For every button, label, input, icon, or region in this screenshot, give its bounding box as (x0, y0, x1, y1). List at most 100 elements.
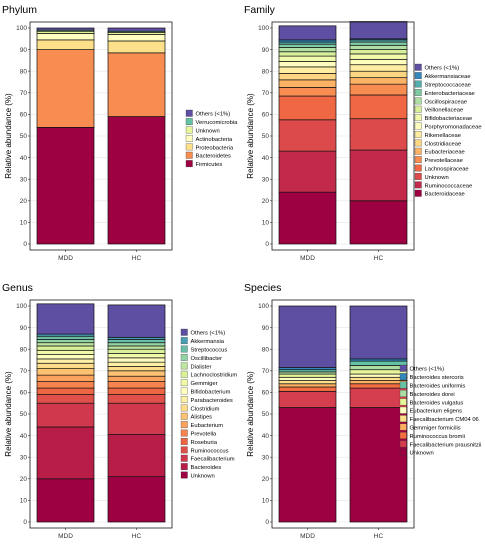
family-segment-rikenellaceae (349, 64, 408, 72)
genus-segment-unknown (36, 478, 95, 523)
family-y-tick-label: 50 (262, 133, 270, 140)
family-legend-label: Bifidobacteriaceae (425, 116, 473, 122)
family-legend-label: Streptococcaceae (425, 83, 471, 89)
phylum-y-axis-label: Relative abundance (%) (4, 93, 13, 179)
family-segment-clostridiaceae (349, 70, 408, 79)
species-legend-swatch (399, 406, 407, 414)
phylum-bar-hc (107, 27, 166, 245)
family-bar-mdd (278, 25, 337, 245)
genus-y-tick-label: 90 (20, 325, 28, 332)
phylum-legend-swatch (185, 118, 193, 126)
species-legend-label: Unknown (410, 451, 434, 457)
species-segment-faecalibacterium-prausnitzii (349, 387, 408, 408)
genus-x-tick-label: HC (132, 533, 142, 540)
phylum-segment-bacteroidetes (36, 49, 95, 128)
species-panel: Species 0 10 20 30 40 50 60 70 80 90 100 MDD HC Relati… (244, 282, 481, 540)
family-segment-porphyromonadaceae (278, 61, 337, 68)
genus-legend-label: Others (<1%) (191, 331, 226, 337)
species-legend-swatch (399, 440, 407, 448)
phylum-legend-label: Proteobacteria (196, 145, 234, 151)
genus-segment-others-1 (36, 303, 95, 335)
species-legend-swatch (399, 398, 407, 406)
genus-legend-swatch (180, 438, 188, 445)
family-segment-ruminococcaceae (349, 149, 408, 202)
species-legend-swatch (399, 415, 407, 423)
family-legend-label: Bacteroidaceae (425, 192, 465, 198)
species-y-tick-label: 40 (262, 433, 270, 440)
genus-legend-swatch (180, 379, 188, 387)
genus-legend-label: Prevotella (191, 432, 218, 438)
phylum-legend-label: Firmicutes (196, 162, 223, 168)
family-segment-lachnospiraceae (349, 94, 408, 120)
genus-legend-swatch (180, 396, 188, 403)
genus-segment-gemmiger (107, 353, 166, 359)
family-legend-label: Unknown (425, 175, 449, 181)
family-segment-enterobacteriaceae (349, 41, 408, 46)
genus-legend-swatch (180, 370, 188, 378)
species-legend-label: Eubacterium eligens (410, 409, 463, 415)
family-legend-label: Others (<1%) (425, 66, 460, 72)
phylum-y-tick-label: 100 (16, 25, 27, 32)
family-legend-swatch (414, 139, 422, 147)
family-legend-swatch (414, 97, 422, 105)
family-x-tick-label: HC (374, 255, 384, 262)
genus-y-tick-label: 100 (16, 303, 27, 310)
species-legend-swatch (399, 381, 407, 389)
genus-bar-hc (107, 304, 166, 523)
phylum-legend-label: Verrucomicrobia (196, 120, 239, 126)
phylum-bar-mdd (36, 27, 95, 245)
family-plot-border (271, 21, 415, 251)
family-legend-label: Oscillospiraceae (425, 99, 468, 105)
phylum-x-tick-label: HC (132, 255, 142, 262)
phylum-segment-actinobacteria (36, 33, 95, 41)
species-segment-others-1 (349, 305, 408, 360)
genus-panel: Genus 0 10 20 30 40 50 60 70 80 90 100 MDD HC Relative… (2, 282, 237, 540)
genus-segment-others-1 (107, 304, 166, 338)
family-legend-swatch (414, 181, 422, 189)
genus-segment-bifidobacterium (36, 354, 95, 360)
family-y-tick-label: 100 (258, 25, 269, 32)
genus-segment-unknown (107, 476, 166, 523)
species-segment-gemmiger-formicilis (278, 383, 337, 388)
species-legend-swatch (399, 390, 407, 397)
species-segment-unknown (349, 407, 408, 523)
genus-y-tick-label: 20 (20, 476, 28, 483)
species-segment-bacteroides-vulgatus (349, 369, 408, 375)
genus-legend-label: Parabacteroides (191, 398, 233, 404)
genus-segment-faecalibacterium (107, 402, 166, 435)
genus-segment-streptococcus (107, 339, 166, 344)
family-panel: Family 0 10 20 30 40 50 60 70 80 90 100 MDD HC Relativ… (244, 4, 482, 262)
genus-y-tick-label: 50 (20, 411, 28, 418)
family-segment-oscillospiraceae (349, 44, 408, 50)
genus-segment-parabacteroides (107, 361, 166, 367)
genus-legend-swatch (180, 404, 188, 412)
species-segment-eubacterium-eligens (349, 373, 408, 378)
genus-legend-label: Akkermansia (191, 339, 225, 345)
family-legend-swatch (414, 114, 422, 122)
family-y-tick-label: 40 (262, 155, 270, 162)
family-legend-label: Porphyromonadaceae (425, 125, 482, 131)
species-y-tick-label: 20 (262, 476, 270, 483)
family-legend-label: Ruminococcaceae (425, 183, 473, 189)
genus-legend-swatch (180, 362, 188, 370)
genus-legend-swatch (180, 345, 188, 353)
genus-legend-swatch (180, 463, 188, 471)
genus-segment-lachnoclostridium (107, 348, 166, 354)
phylum-y-tick-label: 90 (20, 47, 28, 54)
genus-segment-prevotella (36, 381, 95, 389)
phylum-segment-proteobacteria (36, 39, 95, 50)
genus-y-tick-label: 30 (20, 454, 28, 461)
family-legend-swatch (414, 164, 422, 172)
species-panel-title: Species (244, 282, 281, 294)
family-segment-unknown (278, 119, 337, 152)
genus-legend-swatch (180, 328, 188, 336)
genus-legend-swatch (180, 471, 188, 479)
phylum-panel: Phylum 0 10 20 30 40 50 60 70 80 90 100 MDD HC Relativ… (2, 4, 238, 262)
family-segment-bacteroidaceae (349, 200, 408, 245)
phylum-y-tick-label: 80 (20, 68, 28, 75)
species-y-tick-label: 30 (262, 454, 270, 461)
species-legend-swatch (399, 423, 407, 431)
species-segment-bacteroides-dorei (349, 365, 408, 371)
genus-legend-label: Unknown (191, 474, 215, 480)
